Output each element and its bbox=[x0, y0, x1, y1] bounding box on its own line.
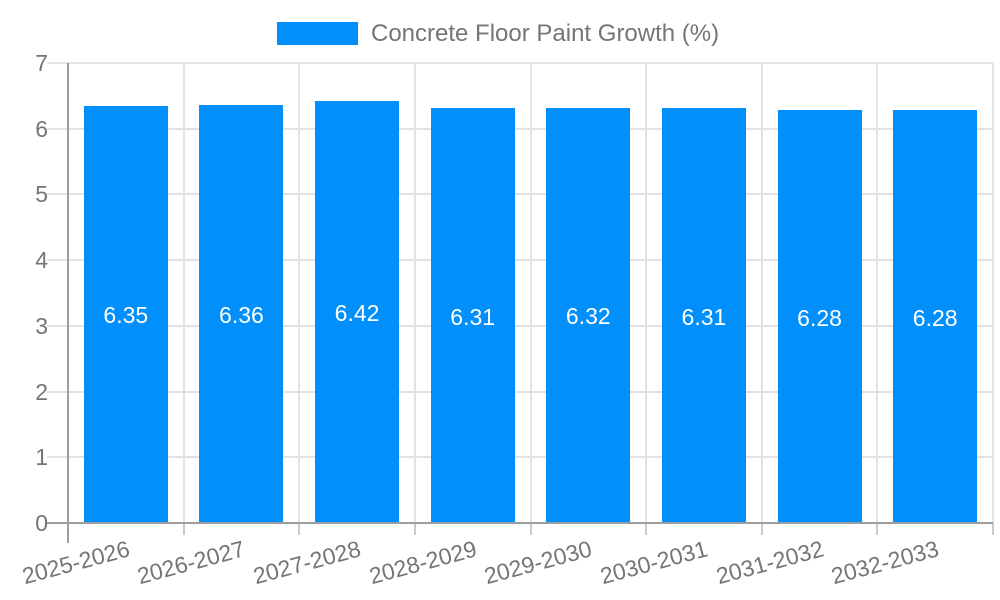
bar[interactable]: 6.35 bbox=[83, 105, 168, 523]
x-boundary-tick bbox=[182, 523, 185, 535]
bar[interactable]: 6.36 bbox=[199, 105, 284, 523]
h-gridline bbox=[47, 390, 993, 393]
h-gridline bbox=[47, 456, 993, 459]
v-gridline bbox=[992, 63, 994, 523]
bar[interactable]: 6.42 bbox=[315, 101, 400, 523]
x-tick-label: 2029-2030 bbox=[481, 535, 595, 590]
h-gridline bbox=[47, 62, 993, 64]
v-gridline bbox=[298, 63, 301, 523]
bar-value-label: 6.28 bbox=[797, 304, 842, 331]
x-boundary-tick bbox=[645, 523, 648, 535]
y-tick-label: 2 bbox=[35, 378, 48, 405]
h-gridline bbox=[47, 259, 993, 262]
y-tick-label: 4 bbox=[35, 247, 48, 274]
h-gridline bbox=[47, 324, 993, 327]
x-tick-label: 2026-2027 bbox=[134, 535, 248, 590]
x-axis-line bbox=[47, 522, 993, 524]
x-boundary-tick bbox=[298, 523, 301, 535]
bar-value-label: 6.42 bbox=[334, 300, 380, 327]
bar[interactable]: 6.31 bbox=[661, 108, 746, 523]
y-axis-line bbox=[67, 63, 69, 543]
y-tick-label: 6 bbox=[35, 115, 48, 142]
bar-value-label: 6.31 bbox=[450, 303, 496, 330]
bar-value-label: 6.31 bbox=[681, 303, 727, 330]
legend: Concrete Floor Paint Growth (%) bbox=[0, 0, 1000, 56]
x-tick-label: 2032-2033 bbox=[828, 535, 942, 590]
v-gridline bbox=[760, 63, 763, 523]
x-boundary-tick bbox=[876, 523, 879, 535]
x-boundary-tick bbox=[413, 523, 416, 535]
x-boundary-tick bbox=[760, 523, 763, 535]
x-boundary-tick bbox=[992, 523, 994, 535]
x-tick-label: 2028-2029 bbox=[366, 535, 480, 590]
legend-swatch[interactable] bbox=[277, 22, 358, 45]
bar-value-label: 6.32 bbox=[565, 303, 611, 330]
bar-value-label: 6.35 bbox=[103, 302, 149, 329]
bar[interactable]: 6.28 bbox=[893, 110, 978, 523]
v-gridline bbox=[645, 63, 648, 523]
y-tick-label: 7 bbox=[35, 50, 48, 76]
v-gridline bbox=[529, 63, 532, 523]
h-gridline bbox=[47, 193, 993, 196]
x-tick-label: 2025-2026 bbox=[19, 535, 133, 590]
h-gridline bbox=[47, 127, 993, 130]
legend-label[interactable]: Concrete Floor Paint Growth (%) bbox=[371, 20, 720, 47]
bar[interactable]: 6.28 bbox=[777, 110, 862, 523]
v-gridline bbox=[182, 63, 185, 523]
v-gridline bbox=[413, 63, 416, 523]
y-tick-label: 5 bbox=[35, 181, 48, 208]
bar-value-label: 6.28 bbox=[912, 304, 958, 331]
y-tick-label: 0 bbox=[35, 510, 48, 536]
x-tick-label: 2027-2028 bbox=[250, 535, 364, 590]
y-tick-label: 3 bbox=[35, 312, 48, 339]
bar-value-label: 6.36 bbox=[219, 302, 264, 329]
v-gridline bbox=[876, 63, 879, 523]
bar[interactable]: 6.32 bbox=[546, 107, 631, 523]
y-tick-label: 1 bbox=[35, 444, 48, 471]
x-tick-label: 2031-2032 bbox=[712, 535, 826, 590]
bar[interactable]: 6.31 bbox=[430, 108, 515, 523]
x-boundary-tick bbox=[529, 523, 532, 535]
x-tick-label: 2030-2031 bbox=[597, 535, 711, 590]
